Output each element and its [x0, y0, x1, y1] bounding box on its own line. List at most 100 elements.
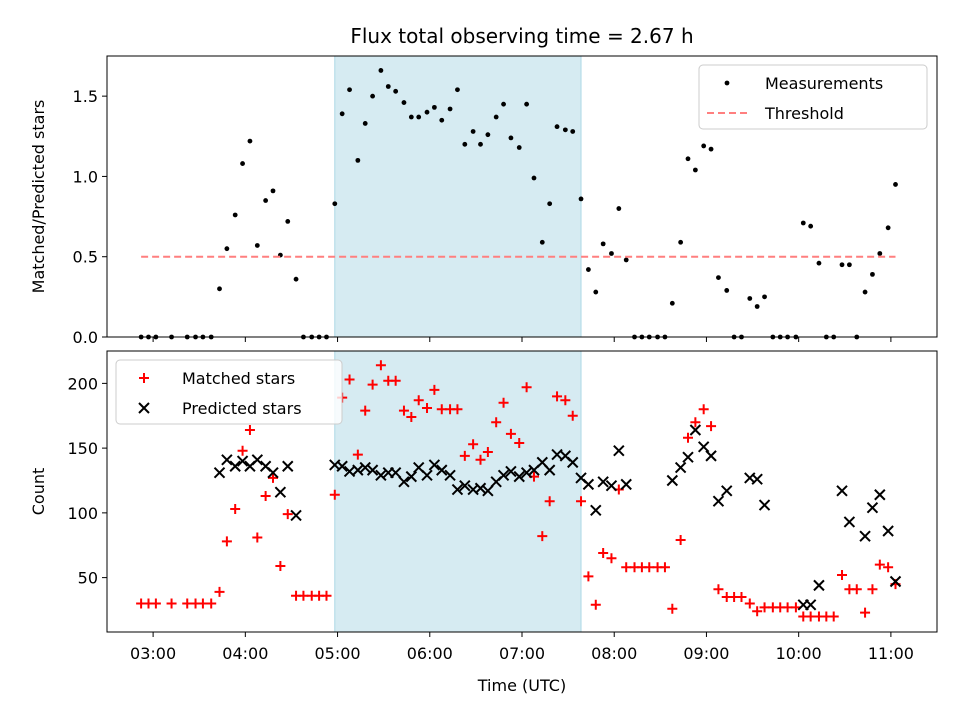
measurements-point — [839, 262, 845, 268]
measurements-point — [524, 101, 530, 107]
matched-stars-point — [590, 599, 601, 610]
measurements-point — [439, 117, 445, 123]
predicted-stars-point — [590, 504, 602, 516]
predicted-stars-point — [267, 467, 279, 479]
matched-stars-point — [206, 598, 217, 609]
matched-stars-point — [675, 535, 686, 546]
y-tick-label: 0.0 — [73, 328, 98, 347]
measurements-point — [701, 143, 707, 149]
matched-stars-point — [576, 496, 587, 507]
matched-stars-point — [851, 584, 862, 595]
predicted-stars-point — [882, 525, 894, 537]
predicted-stars-point — [689, 424, 702, 436]
matched-stars-point — [521, 382, 532, 393]
x-tick-label: 07:00 — [499, 644, 545, 663]
predicted-stars-point — [213, 467, 226, 479]
measurements-point — [754, 304, 760, 309]
matched-stars-point — [429, 384, 440, 395]
measurements-point — [431, 104, 437, 110]
measurements-point — [762, 294, 767, 300]
measurements-point — [724, 288, 730, 293]
matched-stars-point — [422, 402, 433, 413]
predicted-stars-point — [290, 509, 302, 522]
y-tick-label: 1.0 — [73, 167, 98, 186]
predicted-stars-point — [398, 476, 410, 488]
predicted-stars-point — [567, 456, 579, 469]
matched-stars-point — [375, 360, 386, 371]
predicted-stars-point — [712, 495, 725, 507]
predicted-stars-point — [405, 470, 418, 483]
predicted-stars-legend-label: Predicted stars — [182, 399, 302, 418]
y-tick-label: 100 — [67, 504, 98, 523]
predicted-stars-point — [505, 465, 517, 478]
measurements-point — [554, 124, 560, 130]
x-axis-label: Time (UTC) — [477, 676, 566, 695]
matched-stars-point — [537, 531, 548, 542]
matched-stars-point — [828, 611, 839, 622]
measurements-point — [240, 161, 245, 166]
measurements-point — [478, 141, 483, 147]
ratio-plot-y-axis-label: Matched/Predicted stars — [29, 100, 48, 294]
measurements-point — [877, 251, 883, 256]
ratio-plot-ticks: 0.0 0.5 1.0 1.5 — [73, 87, 892, 347]
measurements-point — [692, 167, 698, 173]
matched-stars-point — [367, 379, 378, 390]
predicted-stars-point — [543, 464, 556, 476]
y-tick-label: 0.5 — [73, 248, 98, 267]
predicted-stars-point — [474, 482, 487, 494]
predicted-stars-point — [843, 516, 856, 528]
matched-stars-point — [452, 404, 463, 415]
predicted-stars-point — [497, 469, 510, 482]
measurements-legend-label: Measurements — [765, 74, 883, 93]
measurements-point — [455, 87, 460, 93]
measurements-point — [285, 218, 291, 224]
measurements-point — [355, 157, 361, 163]
observing-window-span — [334, 350, 582, 633]
x-tick-label: 05:00 — [315, 644, 361, 663]
measurements-point — [501, 101, 506, 107]
count-plot-ticks: 50 100 150 200 03:00 04:00 05:00 06:00 07:00 08:0… — [67, 374, 913, 663]
y-tick-label: 50 — [78, 569, 98, 588]
measurements-point — [508, 135, 514, 141]
measurements-point — [716, 275, 721, 280]
matched-stars-point — [475, 454, 486, 465]
matched-stars-point — [606, 553, 617, 564]
predicted-stars-point — [482, 485, 494, 497]
predicted-stars-point — [451, 483, 464, 496]
measurements-point — [339, 111, 345, 117]
measurements-point — [401, 100, 407, 105]
predicted-stars-legend-marker — [138, 402, 150, 414]
predicted-stars-point — [613, 445, 625, 457]
measurements-point — [708, 146, 714, 152]
x-tick-label: 08:00 — [591, 644, 637, 663]
predicted-stars-point — [666, 474, 679, 487]
predicted-stars-point — [421, 469, 433, 482]
matched-stars-point — [683, 432, 693, 443]
predicted-stars-point — [620, 478, 632, 491]
measurements-point — [808, 223, 814, 229]
measurements-point — [224, 246, 230, 252]
matched-stars-point — [268, 472, 278, 483]
predicted-stars-point — [375, 469, 387, 482]
x-tick-label: 03:00 — [130, 644, 176, 663]
measurements-point — [685, 156, 691, 162]
matched-stars-point — [230, 503, 241, 514]
matched-stars-point — [667, 603, 678, 614]
matched-stars-point — [514, 437, 525, 448]
matched-stars-point — [252, 532, 263, 543]
measurements-point — [846, 262, 852, 268]
matched-stars-point — [491, 417, 502, 428]
predicted-stars-point — [428, 459, 441, 471]
chart-title: Flux total observing time = 2.67 h — [350, 24, 693, 48]
measurements-point — [217, 286, 222, 292]
predicted-stars-point — [352, 464, 364, 476]
predicted-stars-point — [436, 464, 448, 476]
measurements-point — [562, 127, 568, 133]
measurements-point — [385, 84, 391, 89]
predicted-stars-point — [859, 530, 871, 542]
measurements-point — [893, 182, 898, 187]
predicted-stars-point — [520, 467, 533, 479]
matched-stars-point — [468, 439, 479, 450]
x-tick-label: 04:00 — [222, 644, 268, 663]
